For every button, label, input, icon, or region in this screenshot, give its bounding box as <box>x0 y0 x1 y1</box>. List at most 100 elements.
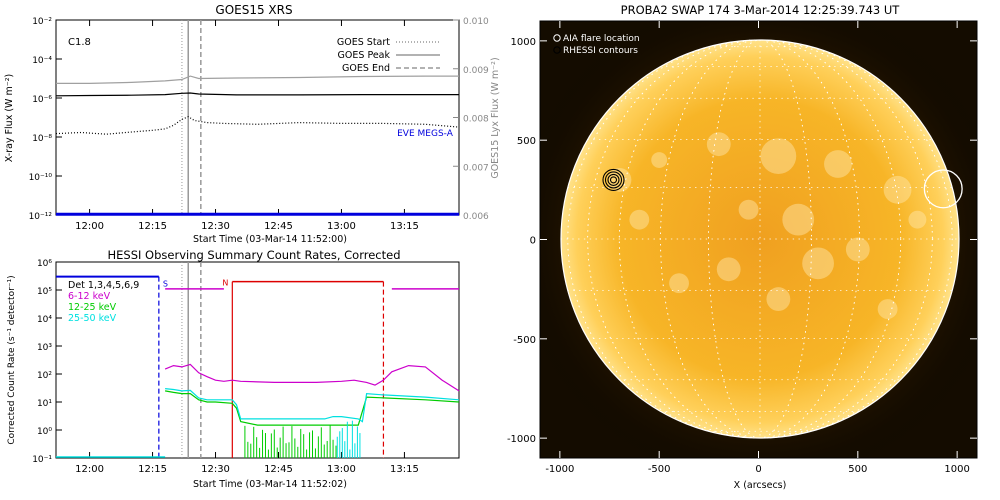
goes-title: GOES15 XRS <box>215 3 292 17</box>
active-region <box>629 209 650 230</box>
active-region <box>824 150 852 178</box>
active-region <box>716 257 741 282</box>
hessi-xtick-label: 12:15 <box>138 464 167 475</box>
aia-flare-circle <box>923 169 963 209</box>
swap-ytick-label: -500 <box>513 335 536 346</box>
aia-legend-swatch <box>553 34 561 42</box>
rhessi-contour <box>609 176 618 184</box>
longitude-line <box>708 39 812 439</box>
solar-limb <box>560 39 960 439</box>
hessi-ytick-label: 10⁴ <box>37 315 52 325</box>
active-region <box>669 273 689 294</box>
goes-ytick-label: 10⁻⁸ <box>32 134 52 144</box>
hessi-series-2 <box>164 390 460 426</box>
goes-ytick-label: 10⁻¹² <box>29 212 53 222</box>
goes-ytick-label: 10⁻⁶ <box>32 95 52 105</box>
hessi-legend-label: 12-25 keV <box>68 302 117 313</box>
rhessi-legend-swatch <box>553 46 561 54</box>
hessi-night-label: N <box>222 279 228 288</box>
goes-ytick-right-label: 0.010 <box>463 17 489 27</box>
hessi-series-1 <box>164 363 460 392</box>
swap-ytick-label: 0 <box>530 236 536 247</box>
eve-megs-label: EVE MEGS-A <box>397 129 454 139</box>
hessi-ytick-label: 10⁵ <box>37 287 52 297</box>
hessi-ytick-label: 10³ <box>37 343 52 353</box>
goes-ytick-right-label: 0.008 <box>463 115 489 125</box>
hessi-xtick-label: 12:00 <box>75 464 104 475</box>
active-region <box>760 138 797 174</box>
goes-xrs-plot: GOES15 XRS 12:00 12:15 12:30 12:45 13:00 13:1… <box>4 3 501 245</box>
hessi-plot-frame <box>55 261 460 459</box>
goes-xlabel: Start Time (03-Mar-14 11:52:00) <box>193 234 347 245</box>
goes-ylabel: X-ray Flux (W m⁻²) <box>4 74 15 163</box>
active-region <box>908 210 927 229</box>
goes-ytick-label: 10⁻⁴ <box>32 56 52 66</box>
hessi-xlabel: Start Time (03-Mar-14 11:52:02) <box>193 479 347 490</box>
active-region <box>738 199 759 220</box>
active-region <box>706 132 731 157</box>
hessi-xtick-label: 12:45 <box>264 464 293 475</box>
hessi-title: HESSI Observing Summary Count Rates, Cor… <box>107 248 400 262</box>
goes-flare-class: C1.8 <box>68 37 91 48</box>
swap-ytick-label: -1000 <box>507 434 536 445</box>
solar-active-regions <box>607 132 927 319</box>
hessi-saa-label: S <box>163 280 168 289</box>
goes-legend-label: GOES Start <box>337 37 390 48</box>
goes-ylabel-right: GOES15 Lyx Flux (W m⁻²) <box>490 57 501 178</box>
aia-legend-label: AIA flare location <box>563 34 640 44</box>
active-region <box>651 152 668 168</box>
hessi-xtick-label: 13:15 <box>390 464 419 475</box>
hessi-legend-label: Det 1,3,4,5,6,9 <box>68 280 139 291</box>
goes-ytick-right-label: 0.009 <box>463 66 489 76</box>
active-region <box>802 247 834 280</box>
goes-xtick-label: 12:00 <box>75 221 104 232</box>
goes-xtick-label: 12:45 <box>264 221 293 232</box>
hessi-ytick-label: 10⁻¹ <box>32 455 52 465</box>
hessi-legend-label: 25-50 keV <box>68 313 117 324</box>
swap-ytick-label: 1000 <box>511 37 536 48</box>
hessi-series-3 <box>165 388 460 423</box>
solar-disk <box>561 40 959 438</box>
rhessi-legend-label: RHESSI contours <box>563 46 638 56</box>
active-region <box>883 175 912 204</box>
goes-series-2 <box>55 116 460 135</box>
goes-ytick-label: 10⁻² <box>32 17 52 27</box>
goes-xtick-label: 12:15 <box>138 221 167 232</box>
swap-xtick-label: -1000 <box>545 464 574 475</box>
hessi-xtick-label: 13:00 <box>327 464 356 475</box>
swap-xtick-label: -500 <box>648 464 671 475</box>
active-region <box>766 287 791 312</box>
active-region <box>782 203 815 236</box>
goes-ytick-right-label: 0.007 <box>463 163 489 173</box>
active-region <box>877 299 898 319</box>
goes-xtick-label: 13:15 <box>390 221 419 232</box>
rhessi-contour <box>607 173 620 186</box>
goes-legend-label: GOES End <box>342 63 390 74</box>
hessi-ytick-label: 10¹ <box>37 399 52 409</box>
swap-title: PROBA2 SWAP 174 3-Mar-2014 12:25:39.743 … <box>621 3 901 17</box>
swap-image-plot: PROBA2 SWAP 174 3-Mar-2014 12:25:39.743 … <box>507 3 978 491</box>
longitude-line <box>660 39 860 439</box>
swap-legend: AIA flare location RHESSI contours <box>553 34 640 56</box>
swap-xtick-label: 500 <box>848 464 867 475</box>
hessi-ytick-label: 10⁶ <box>37 259 52 269</box>
hessi-xtick-label: 12:30 <box>201 464 230 475</box>
hessi-legend-label: 6-12 keV <box>68 291 111 302</box>
goes-series-0 <box>56 75 459 85</box>
hessi-ytick-label: 10² <box>37 371 52 381</box>
swap-xlabel: X (arcsecs) <box>734 480 787 491</box>
swap-xtick-label: 0 <box>755 464 761 475</box>
rhessi-contour <box>604 171 623 189</box>
goes-legend: GOES Start GOES Peak GOES End <box>337 37 440 74</box>
swap-xtick-label: 1000 <box>944 464 969 475</box>
hessi-plot: HESSI Observing Summary Count Rates, Cor… <box>7 248 460 490</box>
rhessi-contour <box>602 168 625 191</box>
goes-legend-label: GOES Peak <box>338 50 391 61</box>
hessi-ylabel: Corrected Count Rate (s⁻¹ detector⁻¹) <box>7 275 17 444</box>
swap-ytick-label: 500 <box>517 136 536 147</box>
goes-plot-frame <box>55 19 460 216</box>
goes-ytick-label: 10⁻¹⁰ <box>29 173 53 183</box>
hessi-ytick-label: 10⁰ <box>37 427 52 437</box>
